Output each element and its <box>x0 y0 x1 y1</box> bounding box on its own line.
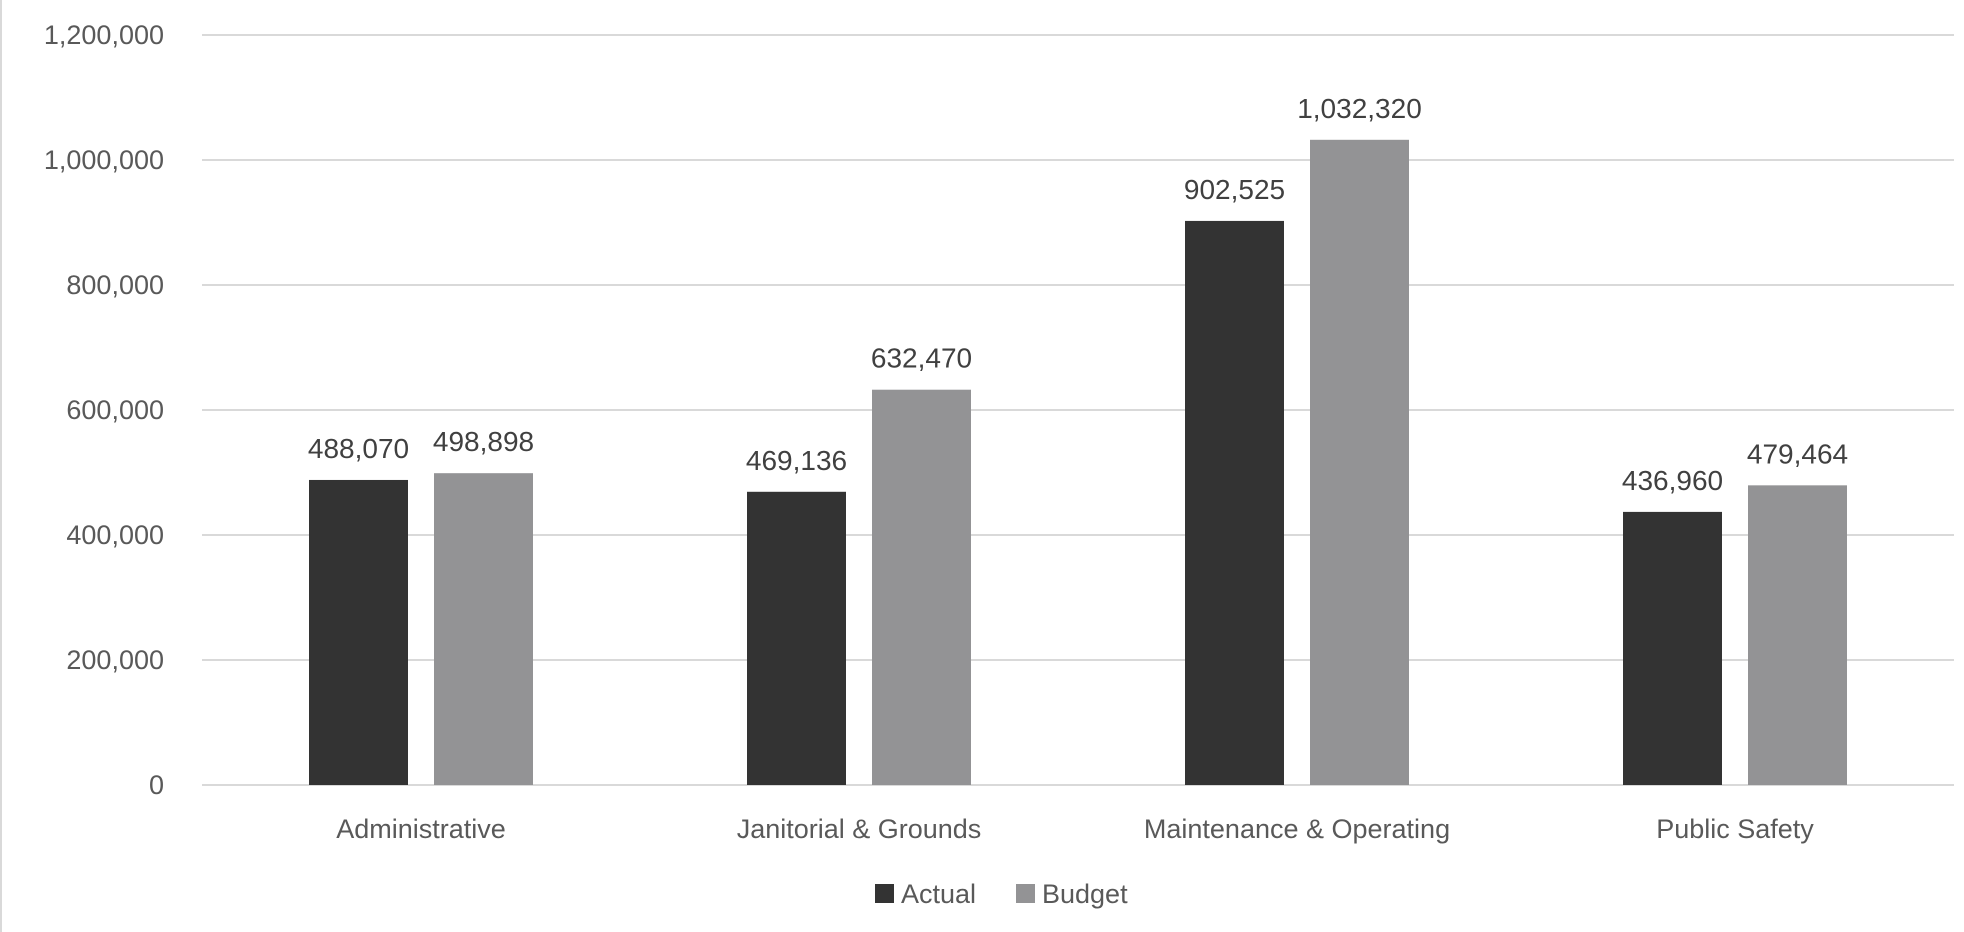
data-label-budget-1: 498,898 <box>433 426 534 457</box>
legend-swatch-budget <box>1016 884 1035 903</box>
x-category-label: Maintenance & Operating <box>1144 814 1450 844</box>
data-label-budget-3: 1,032,320 <box>1297 93 1422 124</box>
x-axis-category-labels: Administrative Janitorial & Grounds Mainte… <box>336 814 1814 844</box>
data-label-actual-2: 469,136 <box>746 445 847 476</box>
legend: Actual Budget <box>875 879 1128 909</box>
legend-label-actual: Actual <box>901 879 976 909</box>
y-tick-label: 400,000 <box>66 520 164 550</box>
bar-actual-4 <box>1623 511 1722 785</box>
y-tick-label: 800,000 <box>66 270 164 300</box>
bars <box>309 139 1847 786</box>
y-tick-label: 200,000 <box>66 645 164 675</box>
bar-actual-3 <box>1185 220 1284 785</box>
y-tick-label: 0 <box>149 770 164 800</box>
bar-budget-1 <box>434 473 533 785</box>
y-tick-label: 600,000 <box>66 395 164 425</box>
x-category-label: Public Safety <box>1656 814 1814 844</box>
x-category-label: Janitorial & Grounds <box>737 814 982 844</box>
data-label-actual-3: 902,525 <box>1184 174 1285 205</box>
bar-budget-3 <box>1310 139 1409 786</box>
bar-actual-2 <box>747 491 846 785</box>
legend-swatch-actual <box>875 884 894 903</box>
x-category-label: Administrative <box>336 814 506 844</box>
data-labels: 488,070 498,898 469,136 632,470 902,525 1,032… <box>308 93 1848 496</box>
data-label-actual-4: 436,960 <box>1622 465 1723 496</box>
y-axis-tick-labels: 0 200,000 400,000 600,000 800,000 1,000,000 1,… <box>44 20 164 800</box>
y-tick-label: 1,000,000 <box>44 145 164 175</box>
bar-actual-1 <box>309 479 408 785</box>
bar-budget-4 <box>1748 485 1847 785</box>
data-label-actual-1: 488,070 <box>308 433 409 464</box>
bar-budget-2 <box>872 389 971 785</box>
y-tick-label: 1,200,000 <box>44 20 164 50</box>
data-label-budget-2: 632,470 <box>871 343 972 374</box>
legend-label-budget: Budget <box>1042 879 1128 909</box>
data-label-budget-4: 479,464 <box>1747 438 1848 469</box>
